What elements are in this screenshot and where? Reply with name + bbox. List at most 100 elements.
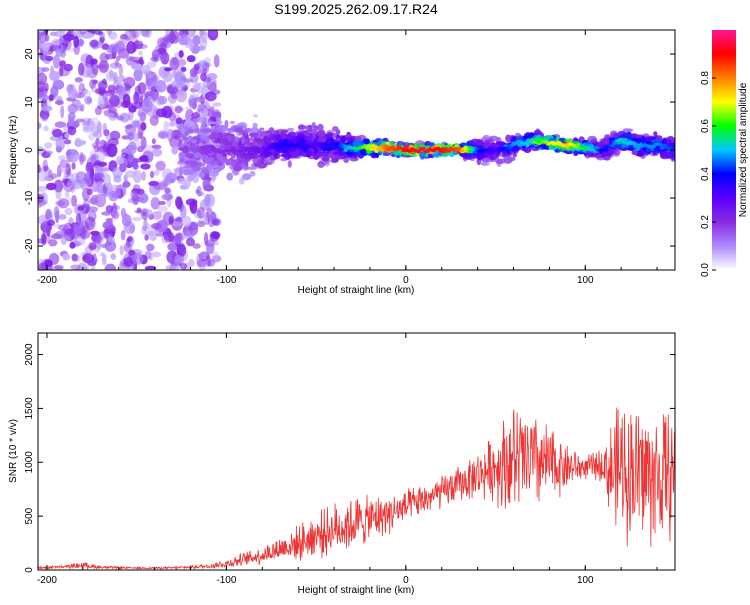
spectrogram-cell — [157, 205, 168, 213]
spectrogram-cell — [183, 37, 190, 42]
spectrogram-cell — [229, 120, 236, 125]
spectrogram-cell — [188, 30, 195, 38]
spectrogram-cell — [74, 77, 83, 83]
spectrogram-cell — [201, 140, 206, 144]
spectrogram-cell — [78, 62, 85, 76]
spectrogram-cell — [44, 142, 53, 149]
spectrogram-cell — [118, 63, 123, 77]
spectrogram-ridge-cell — [332, 145, 338, 149]
spectrogram-cell — [287, 127, 295, 132]
spectrogram-cell — [177, 58, 183, 70]
spectrogram-cell — [318, 134, 328, 142]
spectrogram-cell — [104, 225, 117, 233]
spectrogram-cell — [119, 163, 127, 173]
spectrogram-cell — [202, 178, 211, 191]
spectrogram-cell — [77, 205, 85, 211]
spectrogram-cell — [181, 145, 190, 154]
spectrogram-cell — [480, 161, 490, 166]
spectrogram-ridge-cell — [328, 144, 333, 148]
spectrogram-cell — [97, 94, 108, 108]
spectrogram-cell — [598, 143, 603, 150]
spectrogram-cell — [263, 135, 269, 144]
spectrogram-cell — [211, 255, 222, 263]
spectrogram-cell — [124, 124, 133, 129]
spectrogram-cell — [614, 148, 621, 156]
spectrogram-ridge-cell — [524, 141, 529, 145]
snr-y-tick-label: 1500 — [24, 397, 35, 420]
spectrogram-cell — [107, 84, 116, 93]
spectrogram-cell — [178, 157, 185, 164]
spectrogram-cell — [174, 105, 183, 114]
spectrogram-cell — [68, 216, 74, 228]
spectrogram-cell — [91, 124, 99, 137]
spectrogram-cell — [203, 57, 212, 65]
spectrogram-cell — [74, 137, 82, 148]
snr-x-label: Height of straight line (km) — [298, 585, 415, 596]
spectrogram-cell — [123, 256, 134, 267]
spectrogram-cell — [132, 253, 144, 265]
spectrogram-cell — [48, 239, 58, 247]
spectrogram-cell — [113, 175, 122, 183]
spectrogram-cell — [38, 164, 41, 174]
spectrogram-cell — [257, 158, 262, 162]
spectrogram-cell — [185, 176, 195, 180]
spectrogram-cell — [627, 128, 634, 132]
spectrogram-cell — [140, 229, 147, 235]
spectrogram-cell — [67, 125, 77, 136]
spectrogram-cell — [171, 221, 183, 227]
spectrogram-cell — [125, 123, 136, 137]
spectrogram-cell — [99, 231, 107, 240]
spectrogram-cell — [38, 262, 49, 270]
spectrogram-cell — [352, 139, 362, 148]
spectrogram-cell — [53, 179, 64, 193]
spectrogram-cell — [81, 32, 94, 39]
colorbar-tick-label: 0.0 — [700, 263, 711, 277]
colorbar-tick-label: 0.6 — [700, 119, 711, 133]
spectrogram-ridge-cell — [603, 148, 609, 152]
spectrogram-cell — [164, 67, 173, 72]
spectrogram-cell — [134, 38, 139, 49]
spectrogram-cell — [62, 253, 71, 261]
spectrogram-ridge-cell — [623, 138, 628, 142]
spectrogram-cell — [169, 264, 180, 270]
spectrogram-cell — [38, 170, 49, 182]
spectrogram-ridge-cell — [259, 150, 264, 154]
spectrogram-cell — [94, 172, 105, 182]
spectrogram-ridge-cell — [377, 147, 383, 151]
spectrogram-cell — [171, 69, 177, 78]
spectrogram-cell — [148, 180, 159, 187]
spectrogram-cell — [97, 170, 107, 177]
spectrogram-cell — [212, 102, 222, 107]
spectrogram-cell — [311, 122, 316, 127]
spectrogram-ridge-cell — [407, 149, 413, 153]
spectrogram-cell — [156, 219, 168, 233]
spectrogram-cell — [100, 211, 113, 216]
spectrogram-cell — [95, 87, 107, 95]
spectrogram-ridge-cell — [252, 149, 258, 153]
spectrogram-cell — [199, 103, 206, 110]
figure-title: S199.2025.262.09.17.R24 — [274, 1, 438, 17]
spectrogram-cell — [152, 211, 163, 220]
spectrogram-cell — [210, 231, 221, 240]
spectrogram-cell — [88, 206, 99, 213]
spectrogram-cell — [132, 63, 144, 71]
spectrogram-cell — [192, 243, 201, 249]
spectrogram-cell — [235, 127, 244, 133]
spectrogram-cell — [98, 60, 110, 73]
spectrogram-cell — [577, 150, 584, 155]
spectrogram-cell — [127, 131, 134, 141]
spectrogram-cell — [662, 137, 667, 146]
spectrogram-cell — [109, 69, 114, 80]
spectrogram-cell — [176, 243, 187, 257]
spectrogram-cell — [427, 153, 433, 159]
spectrogram-cell — [635, 134, 642, 139]
spectrogram-cell — [631, 150, 638, 156]
spectrogram-cell — [90, 156, 96, 162]
spectrogram-cell — [133, 91, 140, 104]
spectrogram-cell — [104, 94, 109, 109]
spectrogram-cell — [327, 153, 336, 159]
spectrogram-cell — [155, 95, 165, 106]
spectrogram-cell — [132, 163, 139, 170]
spectrogram-cell — [65, 163, 71, 176]
spectrogram-cell — [81, 88, 88, 95]
